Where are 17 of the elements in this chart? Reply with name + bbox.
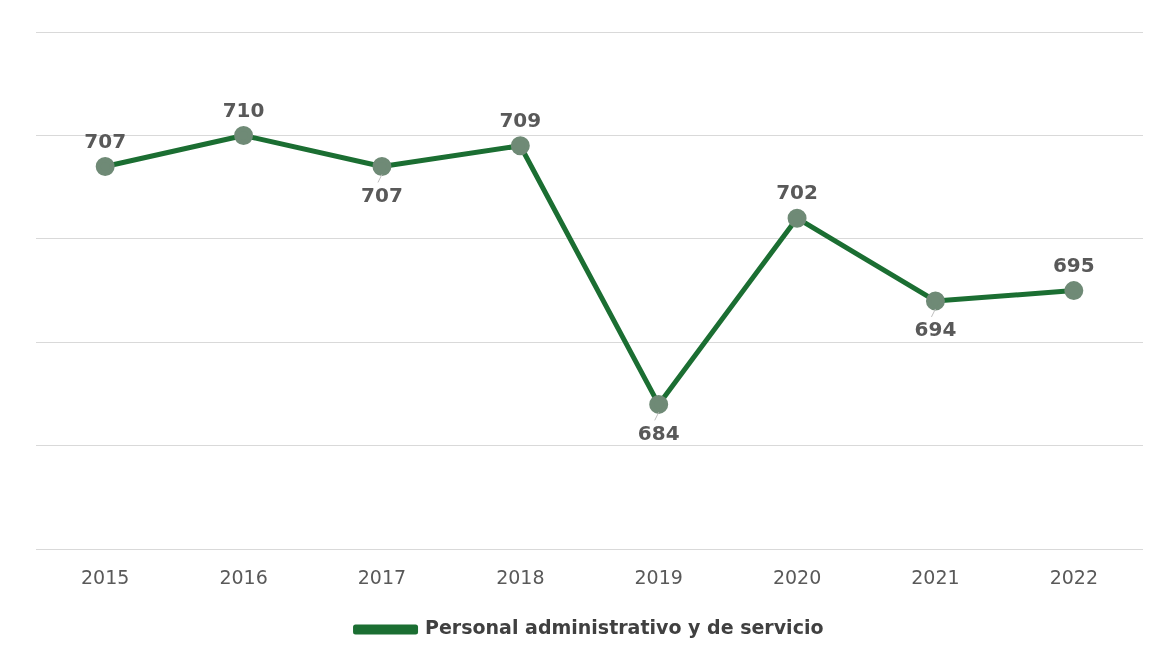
data-label: 702 [776,180,818,205]
data-label: 707 [361,182,403,207]
legend-label: Personal administrativo y de servicio [425,616,824,639]
x-tick-label: 2019 [634,565,683,588]
x-tick-label: 2022 [1049,565,1098,588]
data-label: 684 [637,420,680,445]
x-tick-label: 2016 [219,565,268,588]
x-tick-label: 2015 [81,565,130,588]
data-label: 709 [499,107,542,132]
data-label: 710 [222,97,265,122]
x-tick-label: 2020 [772,565,822,588]
data-label: 695 [1052,252,1095,277]
data-label: 707 [84,128,127,153]
data-label: 694 [914,317,957,342]
x-tick-label: 2018 [496,565,545,588]
x-tick-label: 2021 [911,565,960,588]
x-tick-label: 2017 [357,565,407,588]
